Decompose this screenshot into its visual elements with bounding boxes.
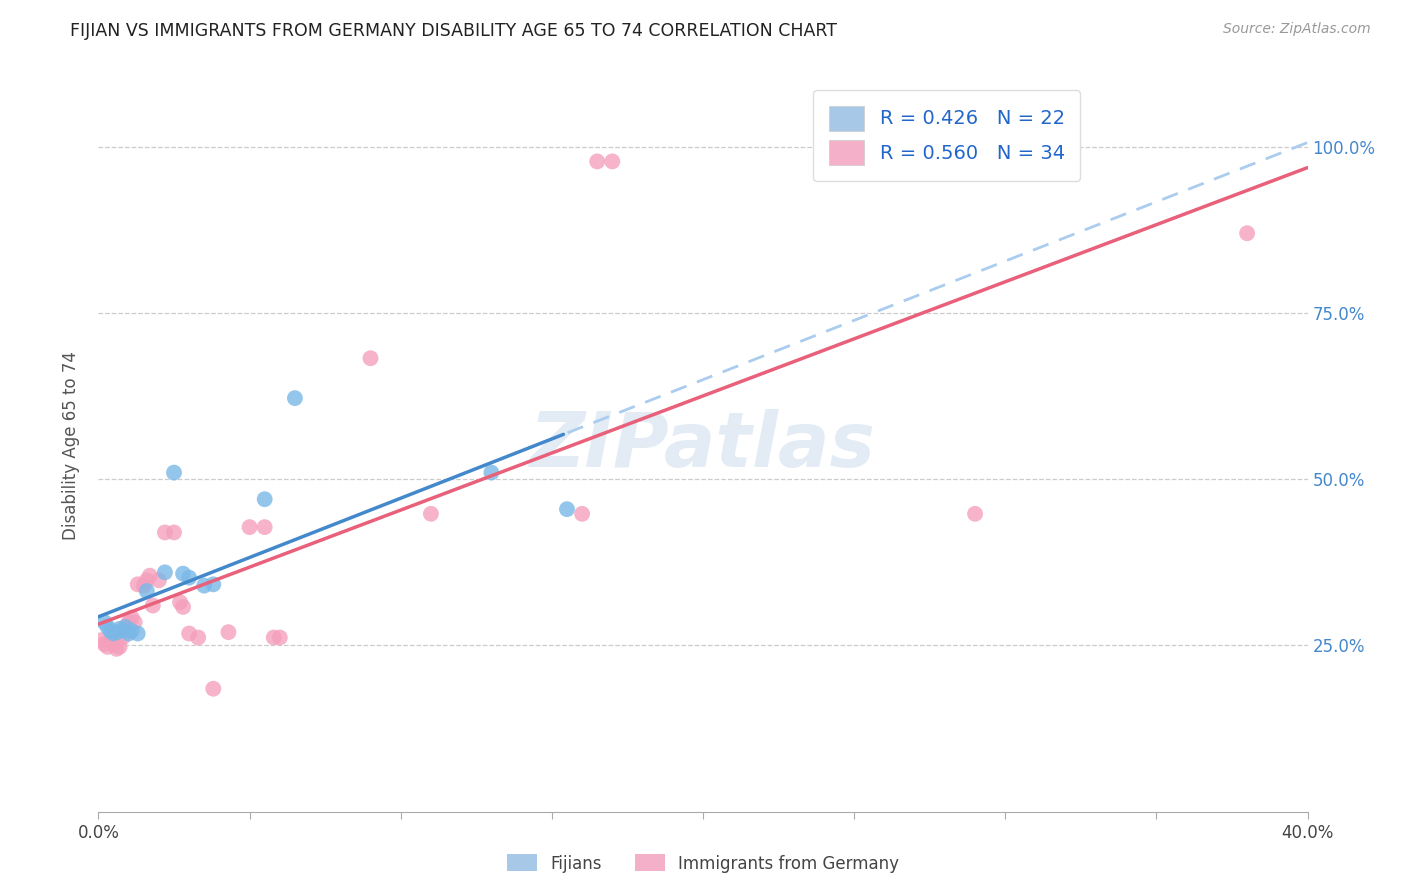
- Y-axis label: Disability Age 65 to 74: Disability Age 65 to 74: [62, 351, 80, 541]
- Point: [111, 631, 134, 645]
- Text: ZIPatlas: ZIPatlas: [530, 409, 876, 483]
- Point: [127, 626, 149, 640]
- Point: [420, 507, 443, 521]
- Point: [284, 391, 307, 405]
- Point: [124, 615, 146, 630]
- Point: [239, 520, 262, 534]
- Point: [602, 154, 624, 169]
- Point: [202, 577, 225, 591]
- Point: [105, 641, 128, 656]
- Point: [100, 633, 122, 648]
- Point: [202, 681, 225, 696]
- Point: [179, 626, 201, 640]
- Point: [127, 577, 149, 591]
- Text: FIJIAN VS IMMIGRANTS FROM GERMANY DISABILITY AGE 65 TO 74 CORRELATION CHART: FIJIAN VS IMMIGRANTS FROM GERMANY DISABI…: [70, 22, 838, 40]
- Point: [114, 620, 136, 634]
- Point: [135, 584, 157, 599]
- Point: [96, 640, 118, 654]
- Point: [96, 620, 118, 634]
- Point: [269, 631, 291, 645]
- Point: [132, 579, 155, 593]
- Point: [571, 507, 593, 521]
- Point: [555, 502, 578, 516]
- Point: [135, 574, 157, 588]
- Point: [217, 625, 239, 640]
- Point: [108, 640, 131, 654]
- Point: [193, 579, 215, 593]
- Point: [114, 620, 136, 634]
- Point: [253, 492, 276, 507]
- Text: Source: ZipAtlas.com: Source: ZipAtlas.com: [1223, 22, 1371, 37]
- Point: [121, 624, 143, 638]
- Point: [93, 637, 115, 651]
- Point: [481, 466, 503, 480]
- Point: [111, 624, 134, 638]
- Point: [169, 595, 191, 609]
- Point: [163, 466, 186, 480]
- Point: [93, 615, 115, 630]
- Point: [179, 571, 201, 585]
- Point: [105, 625, 128, 640]
- Point: [172, 566, 194, 581]
- Legend: Fijians, Immigrants from Germany: Fijians, Immigrants from Germany: [501, 847, 905, 880]
- Point: [153, 525, 176, 540]
- Point: [103, 626, 125, 640]
- Point: [118, 626, 141, 640]
- Point: [586, 154, 609, 169]
- Point: [100, 624, 122, 638]
- Point: [172, 599, 194, 614]
- Legend: R = 0.426   N = 22, R = 0.560   N = 34: R = 0.426 N = 22, R = 0.560 N = 34: [814, 90, 1080, 181]
- Point: [103, 637, 125, 651]
- Point: [121, 610, 143, 624]
- Point: [1236, 226, 1258, 240]
- Point: [108, 622, 131, 636]
- Point: [253, 520, 276, 534]
- Point: [153, 566, 176, 580]
- Point: [142, 599, 165, 613]
- Point: [163, 525, 186, 540]
- Point: [148, 574, 170, 588]
- Point: [263, 631, 285, 645]
- Point: [139, 568, 162, 582]
- Point: [187, 631, 209, 645]
- Point: [965, 507, 987, 521]
- Point: [118, 615, 141, 630]
- Point: [90, 633, 112, 648]
- Point: [360, 351, 382, 366]
